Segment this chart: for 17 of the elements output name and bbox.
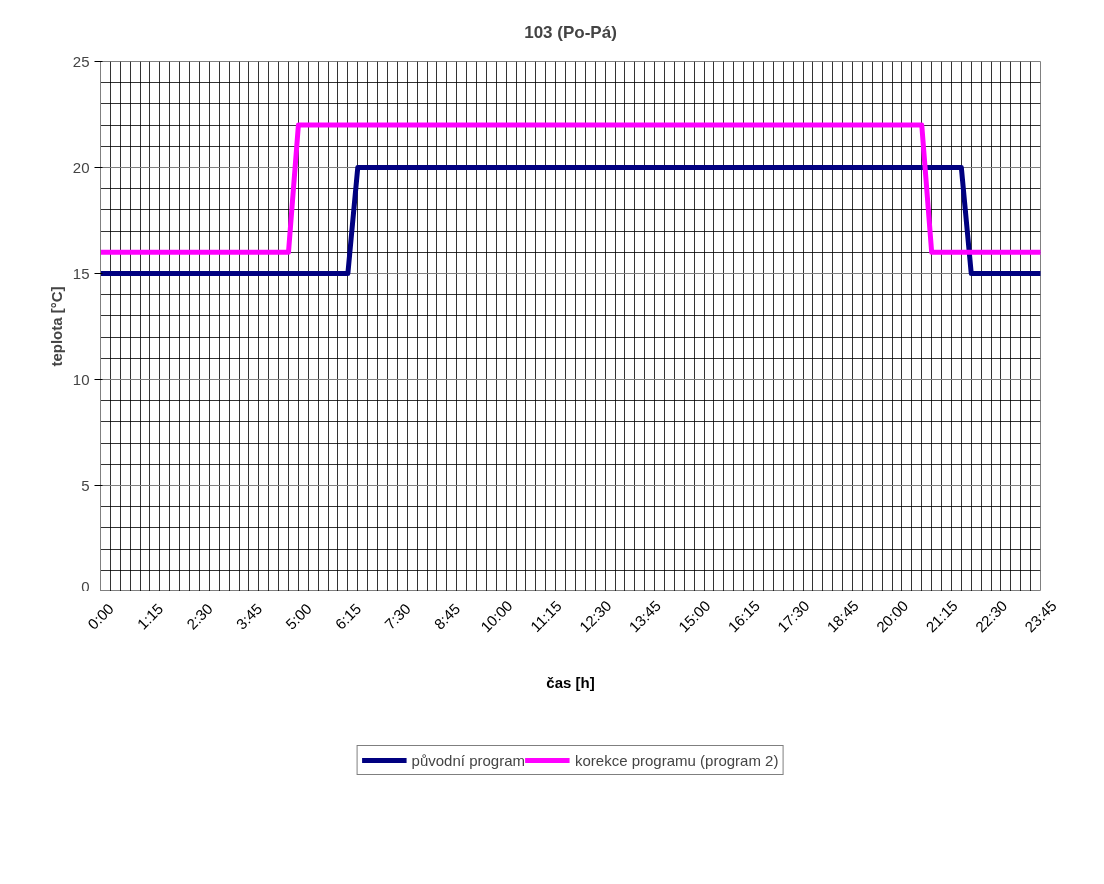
x-tick-label: 6:15 <box>331 599 365 633</box>
x-tick-label: 5:00 <box>282 599 315 633</box>
y-tick-label: 25 <box>72 52 90 70</box>
x-tick-label: 3:45 <box>232 599 266 633</box>
y-axis-title: teplota [°C] <box>47 286 65 367</box>
x-axis-title: čas [h] <box>546 674 595 692</box>
legend-label: korekce programu (program 2) <box>574 751 779 769</box>
y-tick-label: 15 <box>72 264 90 282</box>
x-tick-label: 0:00 <box>84 599 117 633</box>
y-tick-label: 0 <box>81 577 90 595</box>
x-tick-label: 8:45 <box>430 599 464 633</box>
y-tick-label: 20 <box>72 158 90 176</box>
y-tick-label: 5 <box>81 476 90 494</box>
chart-title: 103 (Po-Pá) <box>524 22 617 42</box>
legend-label: původní program <box>411 751 525 769</box>
y-tick-label: 10 <box>72 370 90 388</box>
x-tick-label: 7:30 <box>381 599 414 633</box>
